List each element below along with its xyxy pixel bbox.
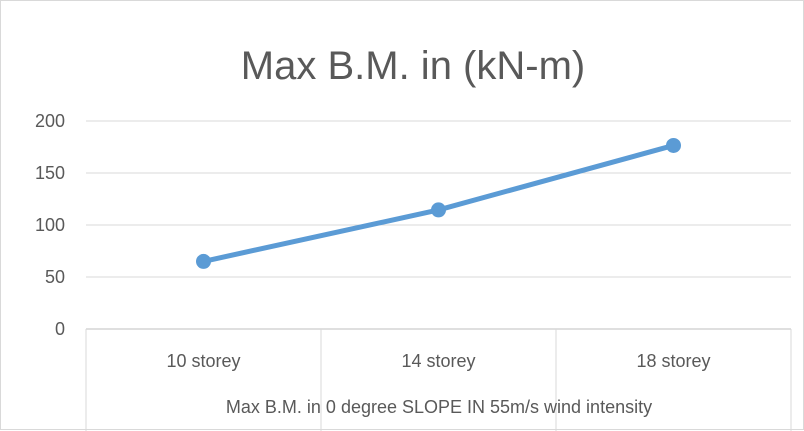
x-tick-label: 10 storey [166, 351, 240, 371]
chart-title: Max B.M. in (kN-m) [241, 44, 585, 88]
data-point [666, 137, 681, 153]
y-tick-label: 200 [35, 111, 65, 131]
y-tick-label: 0 [55, 319, 65, 339]
y-tick-label: 50 [45, 267, 65, 287]
y-tick-label: 100 [35, 215, 65, 235]
x-axis: 10 storey 14 storey 18 storey [85, 328, 792, 431]
x-axis-label: Max B.M. in 0 degree SLOPE IN 55m/s wind… [226, 397, 652, 417]
series-layer [196, 137, 681, 269]
data-point [196, 253, 211, 269]
y-axis-ticks: 0 50 100 150 200 [35, 111, 65, 339]
x-tick-label: 18 storey [636, 351, 710, 371]
x-tick-label: 14 storey [401, 351, 475, 371]
y-tick-label: 150 [35, 163, 65, 183]
gridlines [86, 120, 791, 278]
data-point [431, 202, 446, 218]
